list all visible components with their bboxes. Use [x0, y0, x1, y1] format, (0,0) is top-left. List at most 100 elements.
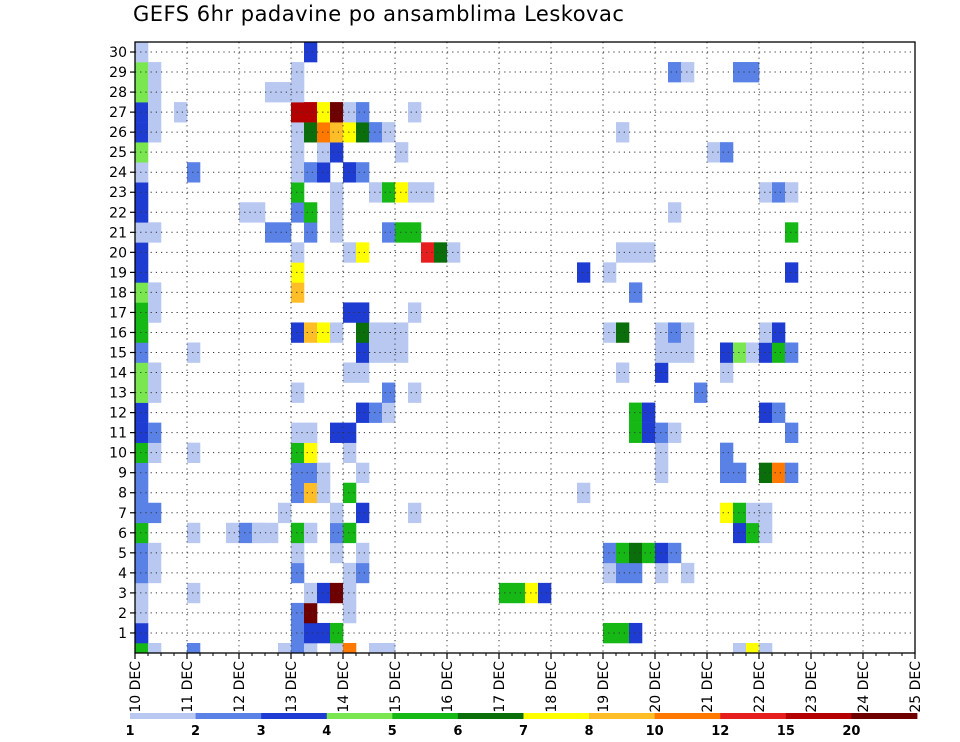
heatmap-cell — [135, 142, 149, 163]
y-tick-label: 26 — [109, 125, 127, 141]
colorbar-label: 5 — [388, 724, 397, 739]
heatmap-cell — [655, 462, 669, 484]
heatmap-cell — [187, 642, 201, 654]
heatmap-cell — [304, 642, 318, 654]
heatmap-cell — [356, 302, 370, 323]
y-tick-label: 20 — [109, 245, 127, 261]
y-tick-label: 27 — [109, 105, 127, 121]
heatmap-cell — [304, 102, 318, 123]
heatmap-cell — [694, 382, 708, 403]
heatmap-cell — [148, 302, 162, 323]
colorbar-swatch — [195, 713, 262, 719]
x-tick-label: 18 DEC — [544, 661, 560, 713]
heatmap-cell — [382, 122, 396, 143]
heatmap-cell — [135, 542, 149, 564]
colorbar-swatch — [523, 713, 590, 719]
heatmap-cell — [772, 402, 786, 423]
heatmap-cell — [135, 502, 149, 524]
heatmap-cell — [668, 342, 682, 363]
heatmap-cell — [356, 122, 370, 143]
x-tick-label: 16 DEC — [440, 661, 456, 713]
heatmap-cell — [135, 122, 149, 143]
heatmap-cell — [304, 462, 318, 484]
heatmap-cell — [135, 162, 149, 183]
heatmap-cell — [148, 382, 162, 403]
colorbar-label: 4 — [322, 724, 331, 739]
heatmap-cell — [785, 462, 799, 484]
heatmap-cell — [330, 122, 344, 143]
heatmap-cell — [291, 462, 305, 484]
y-tick-label: 22 — [109, 205, 127, 221]
y-tick-label: 19 — [109, 265, 127, 281]
heatmap-cell — [369, 182, 383, 203]
colorbar-swatch — [457, 713, 524, 719]
heatmap-cell — [759, 642, 773, 654]
heatmap-cell — [603, 322, 617, 343]
heatmap-cell — [642, 402, 656, 423]
y-tick-label: 29 — [109, 65, 127, 81]
y-tick-label: 8 — [118, 486, 127, 502]
heatmap-cell — [304, 122, 318, 143]
heatmap-cell — [291, 642, 305, 654]
heatmap-cell — [330, 142, 344, 163]
heatmap-cell — [135, 462, 149, 484]
heatmap-cell — [382, 382, 396, 403]
x-tick-label: 20 DEC — [648, 661, 664, 713]
heatmap-cell — [265, 82, 279, 103]
heatmap-cell — [135, 262, 149, 283]
y-tick-label: 16 — [109, 325, 127, 341]
heatmap-cell — [291, 262, 305, 283]
colorbar-label: 8 — [585, 724, 594, 739]
y-tick-label: 14 — [109, 366, 127, 382]
heatmap-cell — [304, 582, 318, 604]
y-tick-label: 13 — [109, 386, 127, 402]
heatmap-cell — [603, 262, 617, 283]
heatmap-cell — [603, 542, 617, 564]
heatmap-cell — [135, 202, 149, 223]
heatmap-cell — [772, 182, 786, 203]
heatmap-cell — [746, 522, 760, 544]
heatmap-cell — [330, 202, 344, 223]
heatmap-cell — [343, 102, 357, 123]
heatmap-cell — [148, 362, 162, 383]
heatmap-cell — [317, 482, 331, 504]
heatmap-cell — [408, 182, 422, 203]
heatmap-cell — [356, 562, 370, 584]
y-tick-label: 9 — [118, 466, 127, 482]
heatmap-cell — [135, 342, 149, 363]
heatmap-cell — [343, 602, 357, 624]
heatmap-cell — [382, 222, 396, 243]
heatmap-cell — [395, 342, 409, 363]
heatmap-cell — [369, 642, 383, 654]
heatmap-cell — [330, 502, 344, 524]
heatmap-cell — [291, 622, 305, 644]
heatmap-cell — [681, 322, 695, 343]
heatmap-cell — [291, 82, 305, 103]
heatmap-cell — [382, 402, 396, 423]
heatmap-cell — [330, 522, 344, 544]
heatmap-cell — [278, 642, 292, 654]
colorbar-swatch — [720, 713, 787, 719]
heatmap-cell — [733, 62, 747, 83]
heatmap-cell — [447, 242, 461, 263]
heatmap-cell — [421, 242, 435, 263]
heatmap-cell — [291, 602, 305, 624]
colorbar-swatch — [654, 713, 721, 719]
heatmap-cell — [655, 362, 669, 383]
heatmap-cell — [759, 182, 773, 203]
heatmap-cell — [772, 322, 786, 343]
colorbar-swatch — [851, 713, 918, 719]
heatmap-cell — [330, 642, 344, 654]
heatmap-cell — [317, 102, 331, 123]
heatmap-cell — [317, 142, 331, 163]
heatmap-cell — [356, 542, 370, 564]
colorbar-label: 6 — [453, 724, 462, 739]
heatmap-cell — [265, 222, 279, 243]
colorbar: 1 2 3 4 5 6 7 8 10 12 15 20 — [125, 713, 918, 739]
colorbar-swatch — [130, 713, 196, 719]
heatmap-cell — [135, 102, 149, 123]
heatmap-cell — [408, 302, 422, 323]
heatmap-cell — [616, 622, 630, 644]
heatmap-cell — [655, 422, 669, 443]
